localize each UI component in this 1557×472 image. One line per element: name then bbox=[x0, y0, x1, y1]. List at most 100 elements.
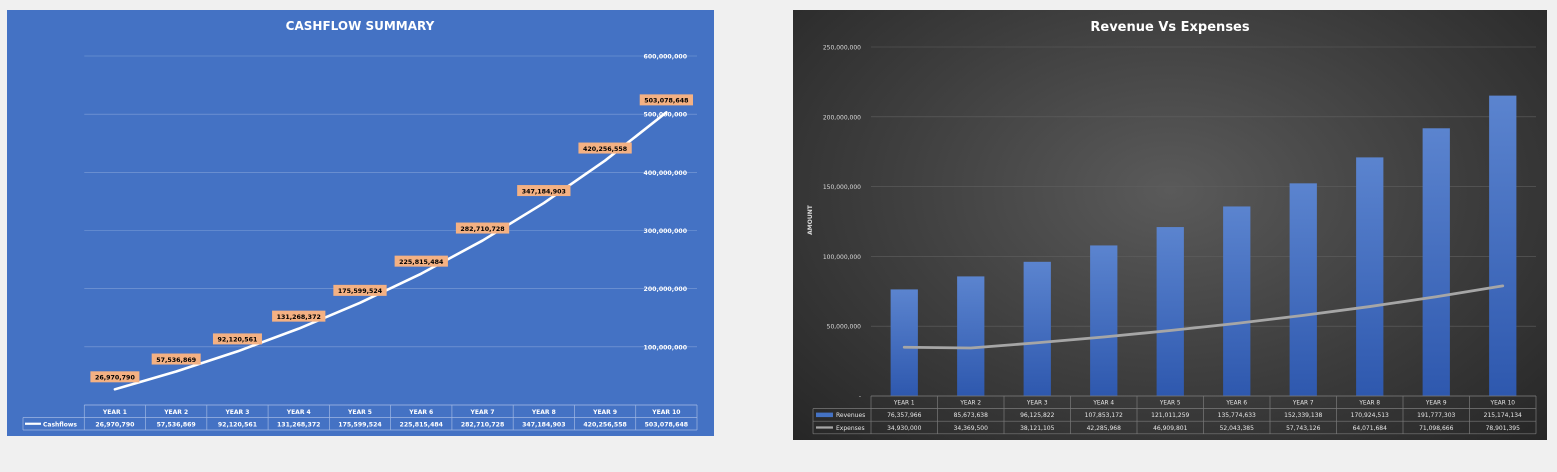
cashflow-data-label: 347,184,903 bbox=[522, 188, 566, 195]
cashflow-category-label: YEAR 2 bbox=[163, 409, 188, 416]
expenses-table-value: 34,930,000 bbox=[887, 425, 922, 432]
revenue-category-label: YEAR 5 bbox=[1159, 401, 1181, 407]
expenses-series-line bbox=[902, 284, 1505, 350]
cashflow-table-value: 57,536,869 bbox=[157, 421, 196, 428]
cashflow-y-tick-label: 200,000,000 bbox=[644, 286, 688, 293]
revenue-category-label: YEAR 10 bbox=[1490, 401, 1516, 407]
cashflow-data-label-box bbox=[394, 255, 448, 267]
cashflow-data-label: 225,815,484 bbox=[399, 259, 444, 266]
revenue-legend-label: Revenues bbox=[836, 412, 865, 419]
cashflow-y-tick-label: 300,000,000 bbox=[644, 228, 688, 235]
cashflow-data-label: 175,599,524 bbox=[338, 288, 383, 295]
revenue-chart-y-axis-label: AMOUNT bbox=[807, 204, 814, 235]
cashflow-data-label: 26,970,790 bbox=[95, 375, 135, 382]
cashflow-category-label: YEAR 8 bbox=[531, 409, 556, 416]
revenue-table-value: 121,011,259 bbox=[1151, 412, 1189, 419]
cashflow-data-label: 57,536,869 bbox=[156, 357, 196, 364]
cashflow-table-value: 282,710,728 bbox=[461, 421, 504, 428]
cashflow-y-tick-label: 100,000,000 bbox=[644, 344, 688, 351]
revenue-category-label: YEAR 4 bbox=[1092, 401, 1114, 407]
revenue-category-label: YEAR 9 bbox=[1425, 401, 1447, 407]
cashflow-summary-chart: CASHFLOW SUMMARY 100,000,000 200,000,000 3… bbox=[7, 10, 714, 436]
cashflow-data-label-box bbox=[639, 94, 694, 106]
expenses-table-value: 52,043,385 bbox=[1220, 425, 1255, 432]
cashflow-category-label: YEAR 10 bbox=[651, 409, 680, 416]
revenue-chart-svg: Revenue Vs Expenses AMOUNT - 50,000,000 10… bbox=[807, 20, 1537, 435]
expenses-table-value: 38,121,105 bbox=[1020, 425, 1055, 432]
cashflow-data-label: 420,256,558 bbox=[583, 146, 627, 153]
cashflow-chart-svg: CASHFLOW SUMMARY 100,000,000 200,000,000 3… bbox=[22, 19, 698, 431]
cashflow-category-label: YEAR 4 bbox=[286, 409, 311, 416]
cashflow-data-label-box bbox=[272, 310, 326, 322]
expenses-table-value: 34,369,500 bbox=[954, 425, 989, 432]
revenue-table-value: 76,357,966 bbox=[887, 412, 922, 419]
cashflow-data-label: 503,078,648 bbox=[644, 98, 688, 105]
revenue-table-value: 152,339,138 bbox=[1284, 412, 1322, 419]
cashflow-data-label: 282,710,728 bbox=[460, 226, 504, 233]
revenue-bar bbox=[957, 276, 985, 396]
revenue-bar bbox=[1023, 261, 1051, 396]
cashflow-table-value: 92,120,561 bbox=[218, 421, 257, 428]
revenue-y-tick-label: 250,000,000 bbox=[823, 45, 861, 52]
cashflow-chart-title: CASHFLOW SUMMARY bbox=[286, 19, 435, 33]
cashflow-category-label: YEAR 3 bbox=[224, 409, 249, 416]
revenue-chart-title: Revenue Vs Expenses bbox=[1090, 20, 1249, 35]
revenue-vs-expenses-chart: Revenue Vs Expenses AMOUNT - 50,000,000 10… bbox=[793, 10, 1547, 440]
cashflow-data-label-box bbox=[151, 353, 201, 365]
cashflow-data-label-box bbox=[90, 371, 140, 383]
expenses-table-value: 57,743,126 bbox=[1286, 425, 1321, 432]
cashflow-table-value: 347,184,903 bbox=[522, 421, 565, 428]
revenue-bar bbox=[1223, 206, 1251, 396]
revenue-table-value: 135,774,633 bbox=[1218, 412, 1256, 419]
revenue-bar bbox=[1422, 128, 1450, 397]
revenue-table-value: 191,777,303 bbox=[1417, 412, 1455, 419]
cashflow-category-label: YEAR 1 bbox=[102, 409, 127, 416]
cashflow-table-value: 131,268,372 bbox=[277, 421, 320, 428]
expenses-table-value: 71,098,666 bbox=[1419, 425, 1454, 432]
cashflow-data-label-box bbox=[517, 185, 571, 197]
revenue-category-label: YEAR 8 bbox=[1358, 401, 1380, 407]
revenue-category-label: YEAR 7 bbox=[1292, 401, 1314, 407]
cashflow-data-label: 131,268,372 bbox=[277, 314, 321, 321]
revenue-y-tick-label: - bbox=[859, 394, 861, 401]
expenses-table-value: 46,909,801 bbox=[1153, 425, 1188, 432]
revenue-bar bbox=[1489, 95, 1517, 396]
cashflow-table-value: 225,815,484 bbox=[400, 421, 444, 428]
revenue-category-label: YEAR 1 bbox=[893, 401, 915, 407]
revenue-category-label: YEAR 3 bbox=[1026, 401, 1048, 407]
revenue-table-value: 85,673,638 bbox=[954, 412, 989, 419]
expenses-legend-label: Expenses bbox=[836, 425, 865, 432]
revenue-table-value: 96,125,822 bbox=[1020, 412, 1055, 419]
cashflow-category-label: YEAR 7 bbox=[470, 409, 495, 416]
cashflow-table-value: 503,078,648 bbox=[645, 421, 688, 428]
revenue-bar bbox=[1289, 183, 1317, 396]
expenses-table-value: 78,901,395 bbox=[1486, 425, 1521, 432]
revenue-table-value: 107,853,172 bbox=[1085, 412, 1123, 419]
revenue-bar bbox=[1090, 245, 1118, 396]
cashflow-legend-label: Cashflows bbox=[43, 421, 77, 428]
cashflow-category-label: YEAR 5 bbox=[347, 409, 372, 416]
cashflow-table-value: 175,599,524 bbox=[338, 421, 382, 428]
revenue-y-tick-label: 100,000,000 bbox=[823, 254, 861, 261]
cashflow-data-label-box bbox=[455, 222, 510, 234]
cashflow-data-label-box bbox=[578, 142, 632, 154]
revenue-y-tick-label: 150,000,000 bbox=[823, 184, 861, 191]
revenue-bar bbox=[1356, 157, 1384, 396]
revenue-category-label: YEAR 2 bbox=[959, 401, 981, 407]
cashflow-table-value: 26,970,790 bbox=[95, 421, 135, 428]
revenue-legend-key bbox=[816, 412, 833, 418]
revenue-table-value: 170,924,513 bbox=[1351, 412, 1389, 419]
revenue-bar bbox=[890, 289, 918, 396]
revenue-table-value: 215,174,134 bbox=[1484, 412, 1522, 419]
cashflow-data-label-box bbox=[333, 284, 387, 296]
revenue-bar bbox=[1156, 227, 1184, 396]
expenses-table-value: 42,285,968 bbox=[1087, 425, 1122, 432]
cashflow-y-tick-label: 400,000,000 bbox=[644, 170, 688, 177]
cashflow-data-label: 92,120,561 bbox=[218, 337, 258, 344]
cashflow-category-label: YEAR 9 bbox=[592, 409, 617, 416]
revenue-y-tick-label: 50,000,000 bbox=[827, 324, 862, 331]
cashflow-category-label: YEAR 6 bbox=[408, 409, 433, 416]
revenue-category-label: YEAR 6 bbox=[1225, 401, 1247, 407]
expenses-table-value: 64,071,684 bbox=[1353, 425, 1388, 432]
cashflow-series-line bbox=[113, 111, 668, 391]
